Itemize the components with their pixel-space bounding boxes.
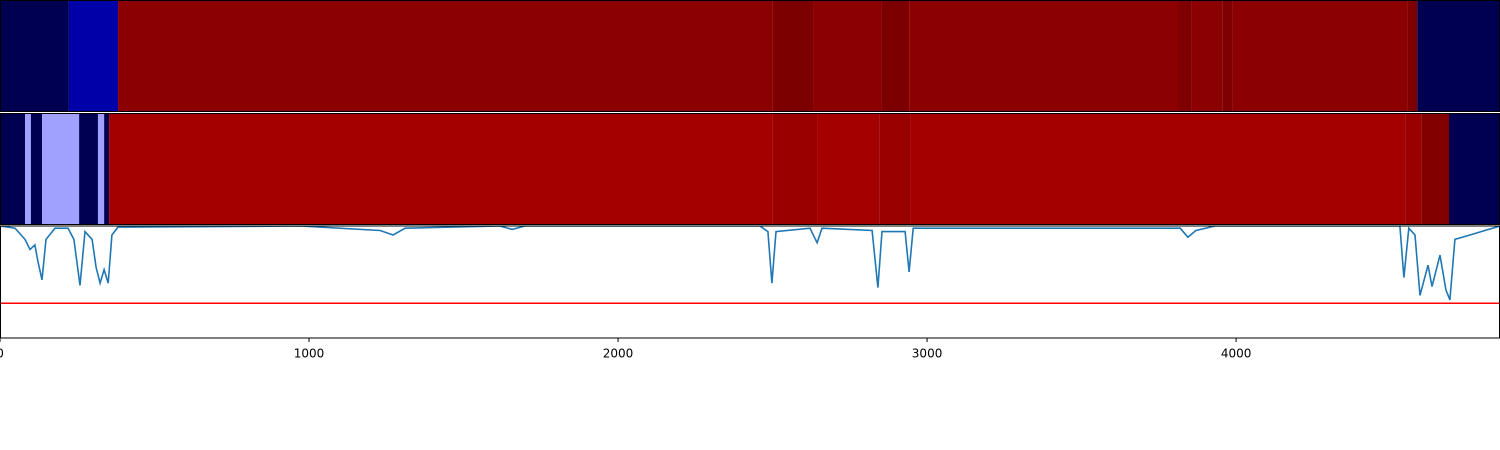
heat-segment [79, 113, 98, 225]
heat-segment [1177, 0, 1192, 112]
heat-segment [909, 0, 1178, 112]
heat-segment [0, 0, 69, 112]
x-tick-label: 0 [0, 347, 4, 361]
heat-segment [817, 113, 880, 225]
panel-frame [0, 225, 1500, 339]
heat-segment [25, 113, 31, 225]
x-tick-label: 2000 [603, 347, 634, 361]
heat-segment [1449, 113, 1500, 225]
heat-segment [118, 0, 773, 112]
heat-segment [1407, 0, 1418, 112]
x-tick-label: 3000 [912, 347, 943, 361]
heat-segment [879, 113, 911, 225]
heat-segment [97, 113, 105, 225]
heat-segment [1191, 0, 1223, 112]
heat-segment [42, 113, 80, 225]
heat-segment [30, 113, 43, 225]
heat-segment [772, 113, 818, 225]
x-tick-label: 4000 [1221, 347, 1252, 361]
heat-segment [104, 113, 110, 225]
heat-segment [0, 113, 26, 225]
heat-segment [1222, 0, 1233, 112]
heat-segment [881, 0, 910, 112]
heat-segment [1417, 0, 1500, 112]
heat-segment [109, 113, 773, 225]
plot-area [0, 226, 1500, 305]
heat-segment [1405, 113, 1422, 225]
heat-segment [813, 0, 882, 112]
x-tick-label: 1000 [294, 347, 325, 361]
data-line [0, 226, 1500, 301]
heat-segment [772, 0, 814, 112]
heat-segment [1421, 113, 1450, 225]
heat-segment [68, 0, 119, 112]
heat-segment [1232, 0, 1408, 112]
heat-segment [910, 113, 1406, 225]
